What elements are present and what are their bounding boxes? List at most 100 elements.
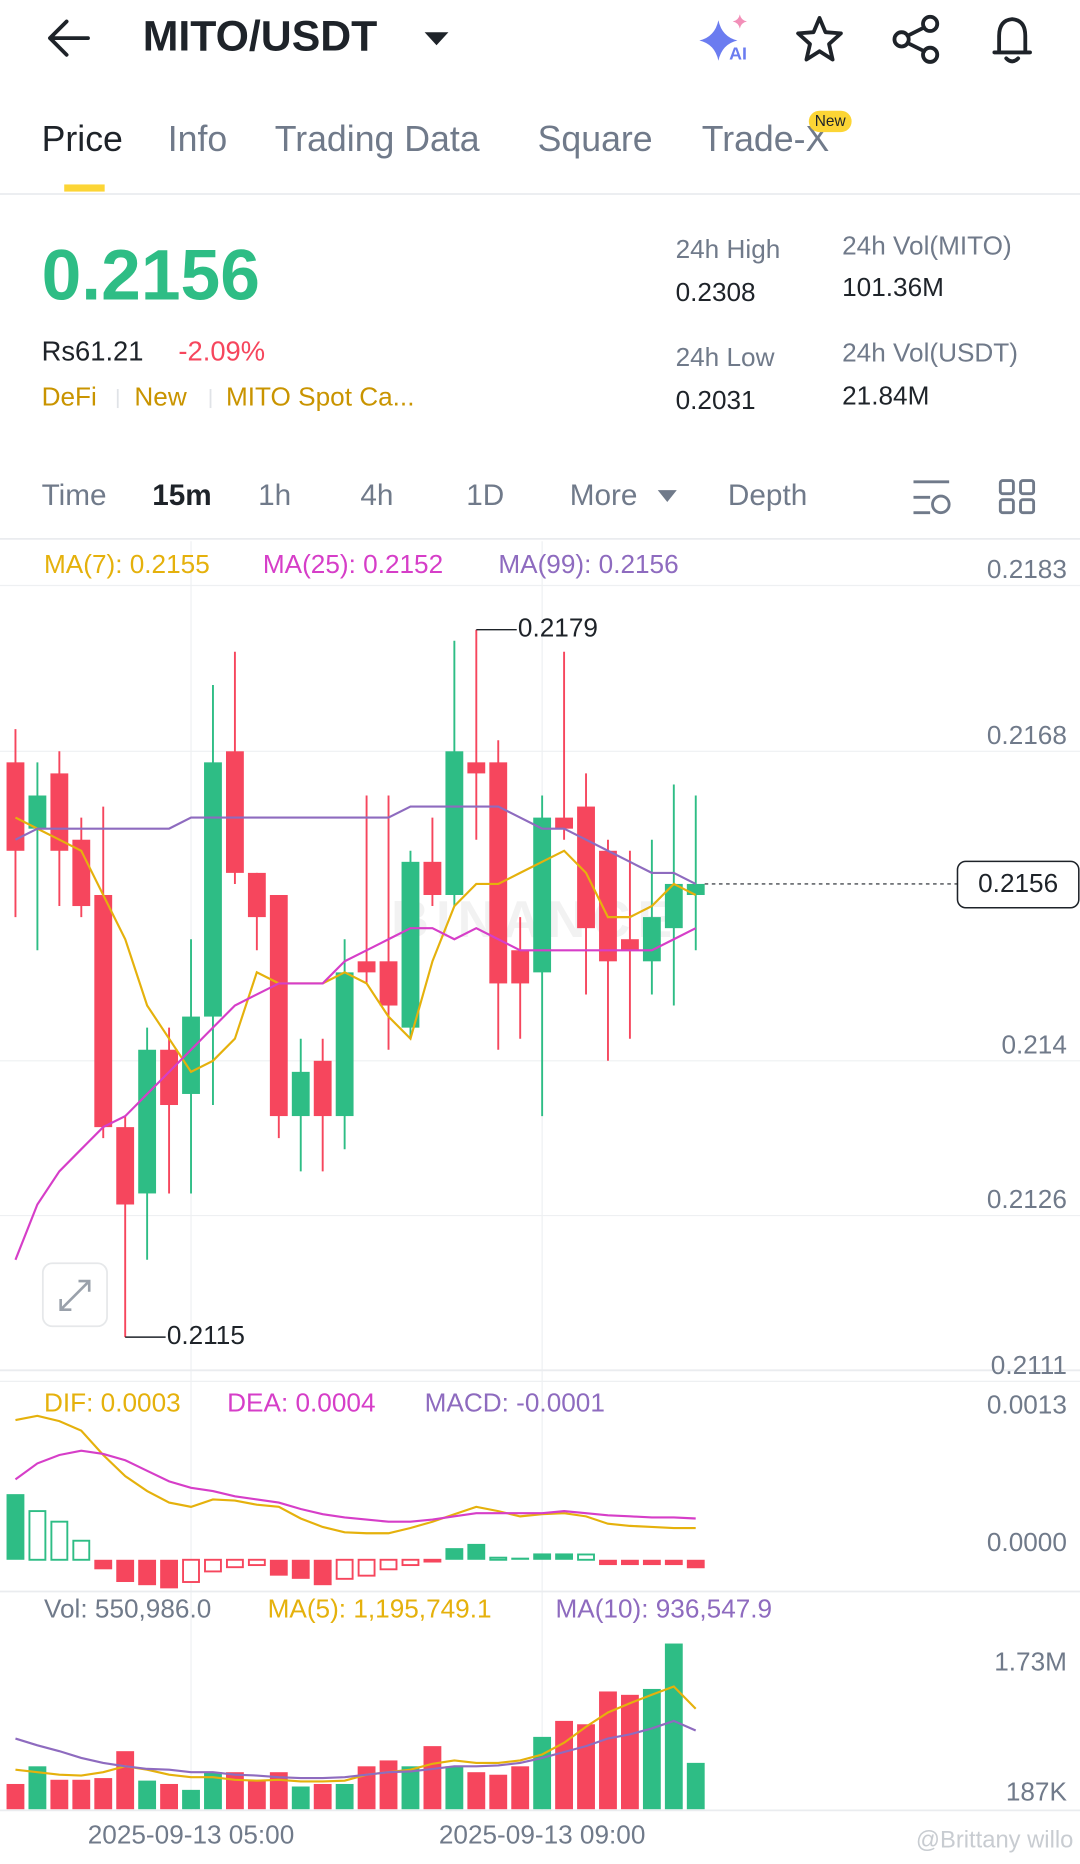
candle-body: [50, 773, 69, 851]
price-change: -2.09%: [178, 336, 265, 367]
candle-body: [555, 817, 574, 829]
stat-value: 0.2031: [676, 385, 756, 415]
indicator-line: [14, 926, 697, 1261]
back-button[interactable]: [48, 19, 90, 57]
interval[interactable]: Time: [42, 479, 107, 512]
macd-bar: [621, 1559, 639, 1566]
tag[interactable]: MITO Spot Ca...: [226, 381, 414, 411]
volume-bar: [72, 1779, 91, 1810]
interval[interactable]: 1D: [466, 479, 504, 512]
tab-price[interactable]: Price: [42, 119, 123, 159]
macd-bar: [555, 1553, 574, 1560]
ma-legend: MA(7): 0.2155: [44, 549, 210, 579]
candle-body: [160, 1049, 178, 1106]
volume-bar: [247, 1779, 266, 1810]
pair-title[interactable]: MITO/USDT: [143, 13, 378, 61]
macd-bar: [182, 1558, 200, 1583]
macd-bar: [511, 1557, 530, 1560]
layout-button[interactable]: [998, 479, 1036, 515]
indicator-line: [15, 1414, 696, 1535]
tab-info[interactable]: Info: [168, 119, 228, 159]
volume-bar: [357, 1766, 376, 1810]
tab-trading-data[interactable]: Trading Data: [275, 119, 480, 159]
expand-button[interactable]: [41, 1262, 108, 1328]
candle-body: [533, 817, 552, 973]
macd-bar: [423, 1558, 442, 1563]
volume-bar: [511, 1766, 530, 1810]
candle-body: [291, 1071, 310, 1117]
macd-bar: [204, 1558, 222, 1573]
indicator-line: [15, 1719, 697, 1780]
candle-body: [204, 762, 222, 1017]
pair-dropdown[interactable]: [424, 32, 449, 46]
candle-body: [423, 861, 442, 895]
macd-bar: [335, 1558, 354, 1580]
chart-settings-button[interactable]: [913, 480, 951, 515]
candle-body: [467, 762, 486, 774]
interval[interactable]: 1h: [258, 479, 291, 512]
macd-bar: [445, 1548, 464, 1560]
tab-square[interactable]: Square: [538, 119, 653, 159]
indicator-line: [14, 1449, 696, 1523]
volume-bar: [138, 1780, 157, 1810]
volume-bar: [621, 1694, 639, 1810]
candle-body: [664, 883, 683, 929]
y-tick-label: 0.2126: [987, 1184, 1067, 1214]
candle-body: [225, 751, 244, 873]
new-badge: [808, 110, 852, 133]
candle-body: [357, 961, 376, 973]
tab-trade-x[interactable]: Trade-X: [702, 119, 830, 159]
macd-bar: [291, 1559, 310, 1579]
y-tick-label: 187K: [1006, 1776, 1068, 1806]
tab-indicator: [64, 184, 105, 192]
macd-legend: DEA: 0.0004: [227, 1388, 375, 1418]
volume-bar: [555, 1720, 574, 1810]
volume-bar: [467, 1772, 486, 1810]
candle-body: [511, 950, 530, 984]
volume-bar: [204, 1772, 222, 1810]
x-tick-label: 2025-09-13 09:00: [439, 1819, 646, 1849]
candle-body: [72, 839, 91, 907]
interval[interactable]: 4h: [360, 479, 393, 512]
interval-more[interactable]: More: [570, 479, 638, 512]
stat-label: 24h Low: [676, 342, 775, 372]
new-badge-label: New: [815, 113, 847, 130]
interval-active[interactable]: 15m: [152, 479, 211, 512]
y-tick-label: 0.0000: [987, 1527, 1067, 1557]
macd-bar: [160, 1559, 178, 1589]
candle-body: [269, 894, 288, 1117]
volume-bar: [423, 1746, 442, 1810]
share-button[interactable]: [892, 14, 940, 64]
macd-bar: [686, 1559, 705, 1569]
macd-bar: [379, 1558, 398, 1571]
candle-body: [379, 961, 398, 1006]
indicator-line: [14, 816, 697, 1074]
candle-body: [621, 939, 639, 951]
macd-legend: DIF: 0.0003: [44, 1388, 181, 1418]
tag[interactable]: DeFi: [42, 381, 97, 411]
stat-value: 101.36M: [842, 272, 944, 302]
y-tick-label: 0.214: [1001, 1029, 1066, 1059]
candle-body: [6, 762, 25, 851]
more-dropdown[interactable]: [657, 490, 677, 503]
macd-bar: [533, 1553, 552, 1560]
ai-label: AI: [729, 44, 747, 64]
macd-bar: [28, 1510, 47, 1561]
macd-bar: [642, 1559, 661, 1566]
last-price-box: [956, 860, 1080, 909]
alert-button[interactable]: [992, 17, 1032, 64]
y-tick-label: 0.2168: [987, 720, 1067, 750]
favorite-button[interactable]: [796, 16, 843, 62]
watermark: @Brittany willo: [916, 1827, 1074, 1854]
indicator-line: [14, 805, 697, 885]
tag[interactable]: New: [134, 381, 186, 411]
volume-bar: [642, 1688, 661, 1810]
stat-label: 24h Vol(MITO): [842, 230, 1012, 260]
stat-label: 24h High: [676, 234, 781, 264]
interval-depth[interactable]: Depth: [728, 479, 807, 512]
ai-button[interactable]: AI: [699, 14, 747, 64]
macd-bar: [401, 1558, 420, 1567]
stat-value: 0.2308: [676, 277, 756, 307]
candle-body: [138, 1049, 157, 1194]
